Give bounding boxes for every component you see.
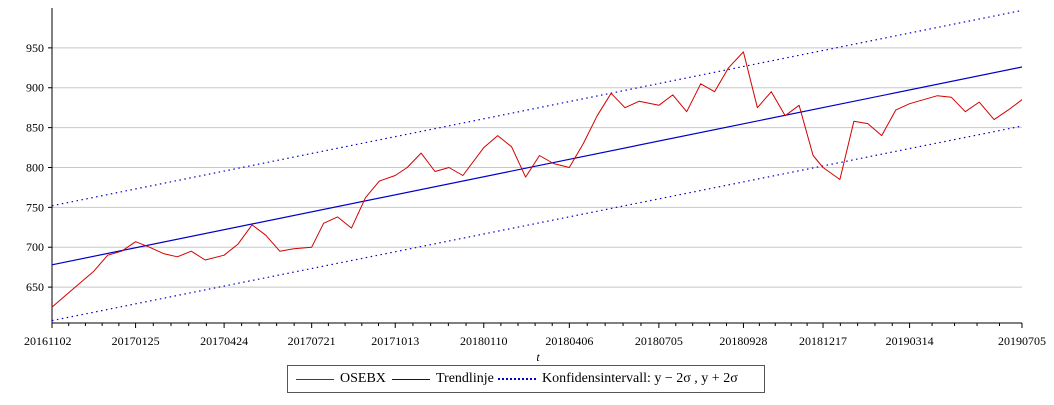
legend-label-trend: Trendlinje: [436, 371, 494, 386]
x-tick-label-20170721: 20170721: [288, 334, 336, 348]
y-tick-label-900: 900: [26, 81, 44, 95]
legend-swatch-trend: [392, 378, 430, 380]
y-tick-label-850: 850: [26, 121, 44, 135]
y-tick-label-650: 650: [26, 280, 44, 294]
x-tick-label-20180705: 20180705: [635, 334, 683, 348]
legend-swatch-ci: [498, 378, 536, 380]
legend-swatch-osebx: [296, 378, 334, 380]
x-tick-label-20171013: 20171013: [371, 334, 419, 348]
y-tick-label-800: 800: [26, 160, 44, 174]
x-tick-label-20170424: 20170424: [200, 334, 248, 348]
trend-line: [51, 66, 1023, 266]
x-tick-label-20190314: 20190314: [886, 334, 934, 348]
x-tick-label-20180406: 20180406: [545, 334, 593, 348]
legend-label-osebx: OSEBX: [340, 371, 386, 386]
legend-item-trend: Trendlinje: [392, 370, 494, 388]
legend-item-osebx: OSEBX: [296, 370, 386, 388]
x-tick-label-20180928: 20180928: [719, 334, 767, 348]
osebx-line: [51, 51, 1023, 308]
x-tick-label-20170125: 20170125: [112, 334, 160, 348]
ci-lower-line: [51, 125, 1023, 322]
x-tick-label-20180110: 20180110: [460, 334, 508, 348]
legend-label-ci: Konfidensintervall: y − 2σ , y + 2σ: [542, 371, 738, 386]
x-tick-label-20181217: 20181217: [799, 334, 847, 348]
legend: OSEBX Trendlinje Konfidensintervall: y −…: [287, 365, 765, 393]
y-tick-label-950: 950: [26, 41, 44, 55]
y-tick-label-700: 700: [26, 240, 44, 254]
legend-item-ci: Konfidensintervall: y − 2σ , y + 2σ: [498, 370, 738, 388]
x-axis-label: t: [536, 350, 540, 364]
x-tick-label-20190705: 20190705: [998, 334, 1046, 348]
y-tick-label-750: 750: [26, 200, 44, 214]
x-tick-label-20161102: 20161102: [24, 334, 72, 348]
ci-upper-line: [51, 9, 1023, 207]
